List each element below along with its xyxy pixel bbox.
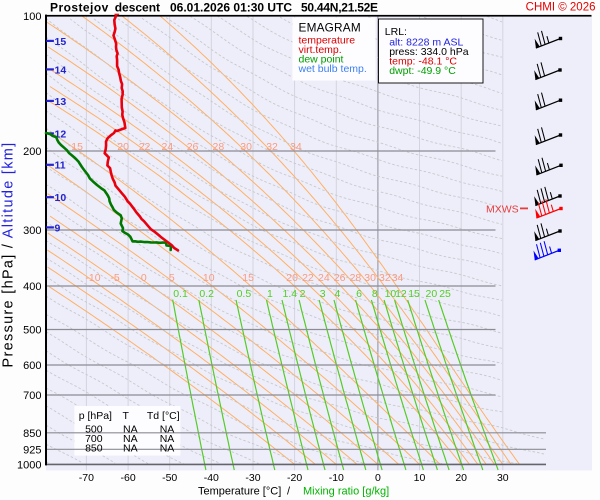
svg-text:0.5: 0.5 bbox=[237, 288, 252, 300]
svg-text:20: 20 bbox=[117, 141, 129, 153]
svg-text:34: 34 bbox=[392, 272, 404, 284]
svg-text:descent: descent bbox=[115, 1, 160, 15]
svg-text:300: 300 bbox=[23, 225, 41, 237]
svg-text:15: 15 bbox=[71, 141, 83, 153]
svg-text:50.44N,21.52E: 50.44N,21.52E bbox=[301, 1, 378, 15]
svg-text:0.1: 0.1 bbox=[173, 288, 188, 300]
svg-text:32: 32 bbox=[379, 272, 391, 284]
svg-text:22: 22 bbox=[139, 141, 151, 153]
svg-text:NA: NA bbox=[123, 423, 138, 435]
svg-text:-70: -70 bbox=[79, 472, 94, 484]
svg-text:NA: NA bbox=[123, 443, 138, 455]
svg-text:temp: -48.1 °C: temp: -48.1 °C bbox=[389, 56, 457, 68]
svg-text:28: 28 bbox=[213, 141, 225, 153]
svg-text:Mixing ratio [g/kg]: Mixing ratio [g/kg] bbox=[303, 486, 389, 498]
svg-text:EMAGRAM: EMAGRAM bbox=[299, 21, 361, 35]
svg-text:30: 30 bbox=[240, 141, 252, 153]
svg-text:alt: 8228 m ASL: alt: 8228 m ASL bbox=[389, 37, 463, 49]
svg-text:NA: NA bbox=[160, 423, 175, 435]
svg-text:14: 14 bbox=[55, 64, 67, 76]
svg-text:CHMI © 2026: CHMI © 2026 bbox=[526, 2, 596, 14]
svg-text:8: 8 bbox=[372, 288, 378, 300]
svg-text:-10: -10 bbox=[329, 472, 344, 484]
svg-text:NA: NA bbox=[123, 433, 138, 445]
svg-text:LRL:: LRL: bbox=[385, 26, 407, 38]
svg-text:500: 500 bbox=[85, 423, 103, 435]
svg-text:MXWS: MXWS bbox=[486, 204, 519, 216]
svg-text:22: 22 bbox=[302, 272, 314, 284]
svg-text:20: 20 bbox=[455, 472, 467, 484]
svg-text:700: 700 bbox=[85, 433, 103, 445]
svg-text:-30: -30 bbox=[245, 472, 260, 484]
svg-text:Temperature [°C]: Temperature [°C] bbox=[198, 486, 281, 498]
svg-text:-10: -10 bbox=[85, 272, 100, 284]
svg-text:200: 200 bbox=[23, 146, 41, 158]
svg-text:5: 5 bbox=[169, 272, 175, 284]
svg-text:NA: NA bbox=[160, 433, 175, 445]
svg-text:-60: -60 bbox=[121, 472, 136, 484]
svg-text:NA: NA bbox=[160, 443, 175, 455]
svg-text:-40: -40 bbox=[204, 472, 219, 484]
svg-text:850: 850 bbox=[23, 428, 41, 440]
svg-text:dwpt: -49.9 °C: dwpt: -49.9 °C bbox=[389, 65, 456, 77]
svg-text:Td [°C]: Td [°C] bbox=[147, 410, 180, 422]
svg-text:24: 24 bbox=[162, 141, 174, 153]
svg-text:30: 30 bbox=[364, 272, 376, 284]
svg-text:press: 334.0 hPa: press: 334.0 hPa bbox=[389, 46, 469, 58]
svg-text:10: 10 bbox=[203, 272, 215, 284]
svg-text:500: 500 bbox=[23, 325, 41, 337]
svg-text:100: 100 bbox=[23, 11, 41, 23]
svg-text:1.4: 1.4 bbox=[283, 288, 298, 300]
svg-text:/: / bbox=[287, 486, 291, 498]
svg-text:1000: 1000 bbox=[17, 460, 41, 472]
svg-text:10: 10 bbox=[385, 288, 397, 300]
svg-text:15: 15 bbox=[408, 288, 420, 300]
svg-text:700: 700 bbox=[23, 390, 41, 402]
svg-text:3: 3 bbox=[320, 288, 326, 300]
svg-text:10: 10 bbox=[414, 472, 426, 484]
svg-text:20: 20 bbox=[286, 272, 298, 284]
svg-text:925: 925 bbox=[23, 444, 41, 456]
svg-text:p [hPa]: p [hPa] bbox=[79, 410, 112, 422]
svg-text:06.01.2026 01:30 UTC: 06.01.2026 01:30 UTC bbox=[170, 1, 292, 15]
svg-text:15: 15 bbox=[242, 272, 254, 284]
svg-text:Prostejov: Prostejov bbox=[50, 1, 109, 15]
svg-text:-50: -50 bbox=[162, 472, 177, 484]
svg-text:15: 15 bbox=[55, 36, 67, 48]
svg-text:13: 13 bbox=[55, 96, 67, 108]
svg-text:26: 26 bbox=[334, 272, 346, 284]
svg-text:30: 30 bbox=[497, 472, 509, 484]
svg-text:0: 0 bbox=[375, 472, 381, 484]
svg-text:virt.temp.: virt.temp. bbox=[299, 44, 342, 56]
svg-text:400: 400 bbox=[23, 281, 41, 293]
svg-text:9: 9 bbox=[55, 222, 61, 234]
svg-text:12: 12 bbox=[55, 128, 67, 140]
svg-text:T: T bbox=[123, 410, 130, 422]
svg-text:34: 34 bbox=[290, 141, 302, 153]
svg-text:1: 1 bbox=[267, 288, 273, 300]
svg-text:26: 26 bbox=[187, 141, 199, 153]
svg-text:temperature: temperature bbox=[299, 35, 356, 47]
svg-text:-20: -20 bbox=[287, 472, 302, 484]
svg-text:wet bulb temp.: wet bulb temp. bbox=[298, 63, 367, 75]
svg-text:12: 12 bbox=[395, 288, 407, 300]
svg-text:25: 25 bbox=[439, 288, 451, 300]
svg-text:28: 28 bbox=[350, 272, 362, 284]
svg-text:850: 850 bbox=[85, 443, 103, 455]
svg-text:20: 20 bbox=[426, 288, 438, 300]
svg-text:11: 11 bbox=[55, 160, 66, 172]
svg-text:24: 24 bbox=[318, 272, 330, 284]
svg-text:-5: -5 bbox=[110, 272, 119, 284]
svg-text:Pressure [hPa] / Altitude [k: Pressure [hPa] / Altitude [km] bbox=[1, 142, 17, 368]
svg-text:10: 10 bbox=[55, 192, 67, 204]
svg-text:32: 32 bbox=[266, 141, 278, 153]
svg-text:6: 6 bbox=[356, 288, 362, 300]
svg-text:4: 4 bbox=[335, 288, 341, 300]
svg-text:dew point: dew point bbox=[299, 54, 344, 66]
svg-text:0.2: 0.2 bbox=[199, 288, 214, 300]
svg-text:600: 600 bbox=[23, 360, 41, 372]
svg-text:2: 2 bbox=[300, 288, 306, 300]
svg-text:0: 0 bbox=[141, 272, 147, 284]
